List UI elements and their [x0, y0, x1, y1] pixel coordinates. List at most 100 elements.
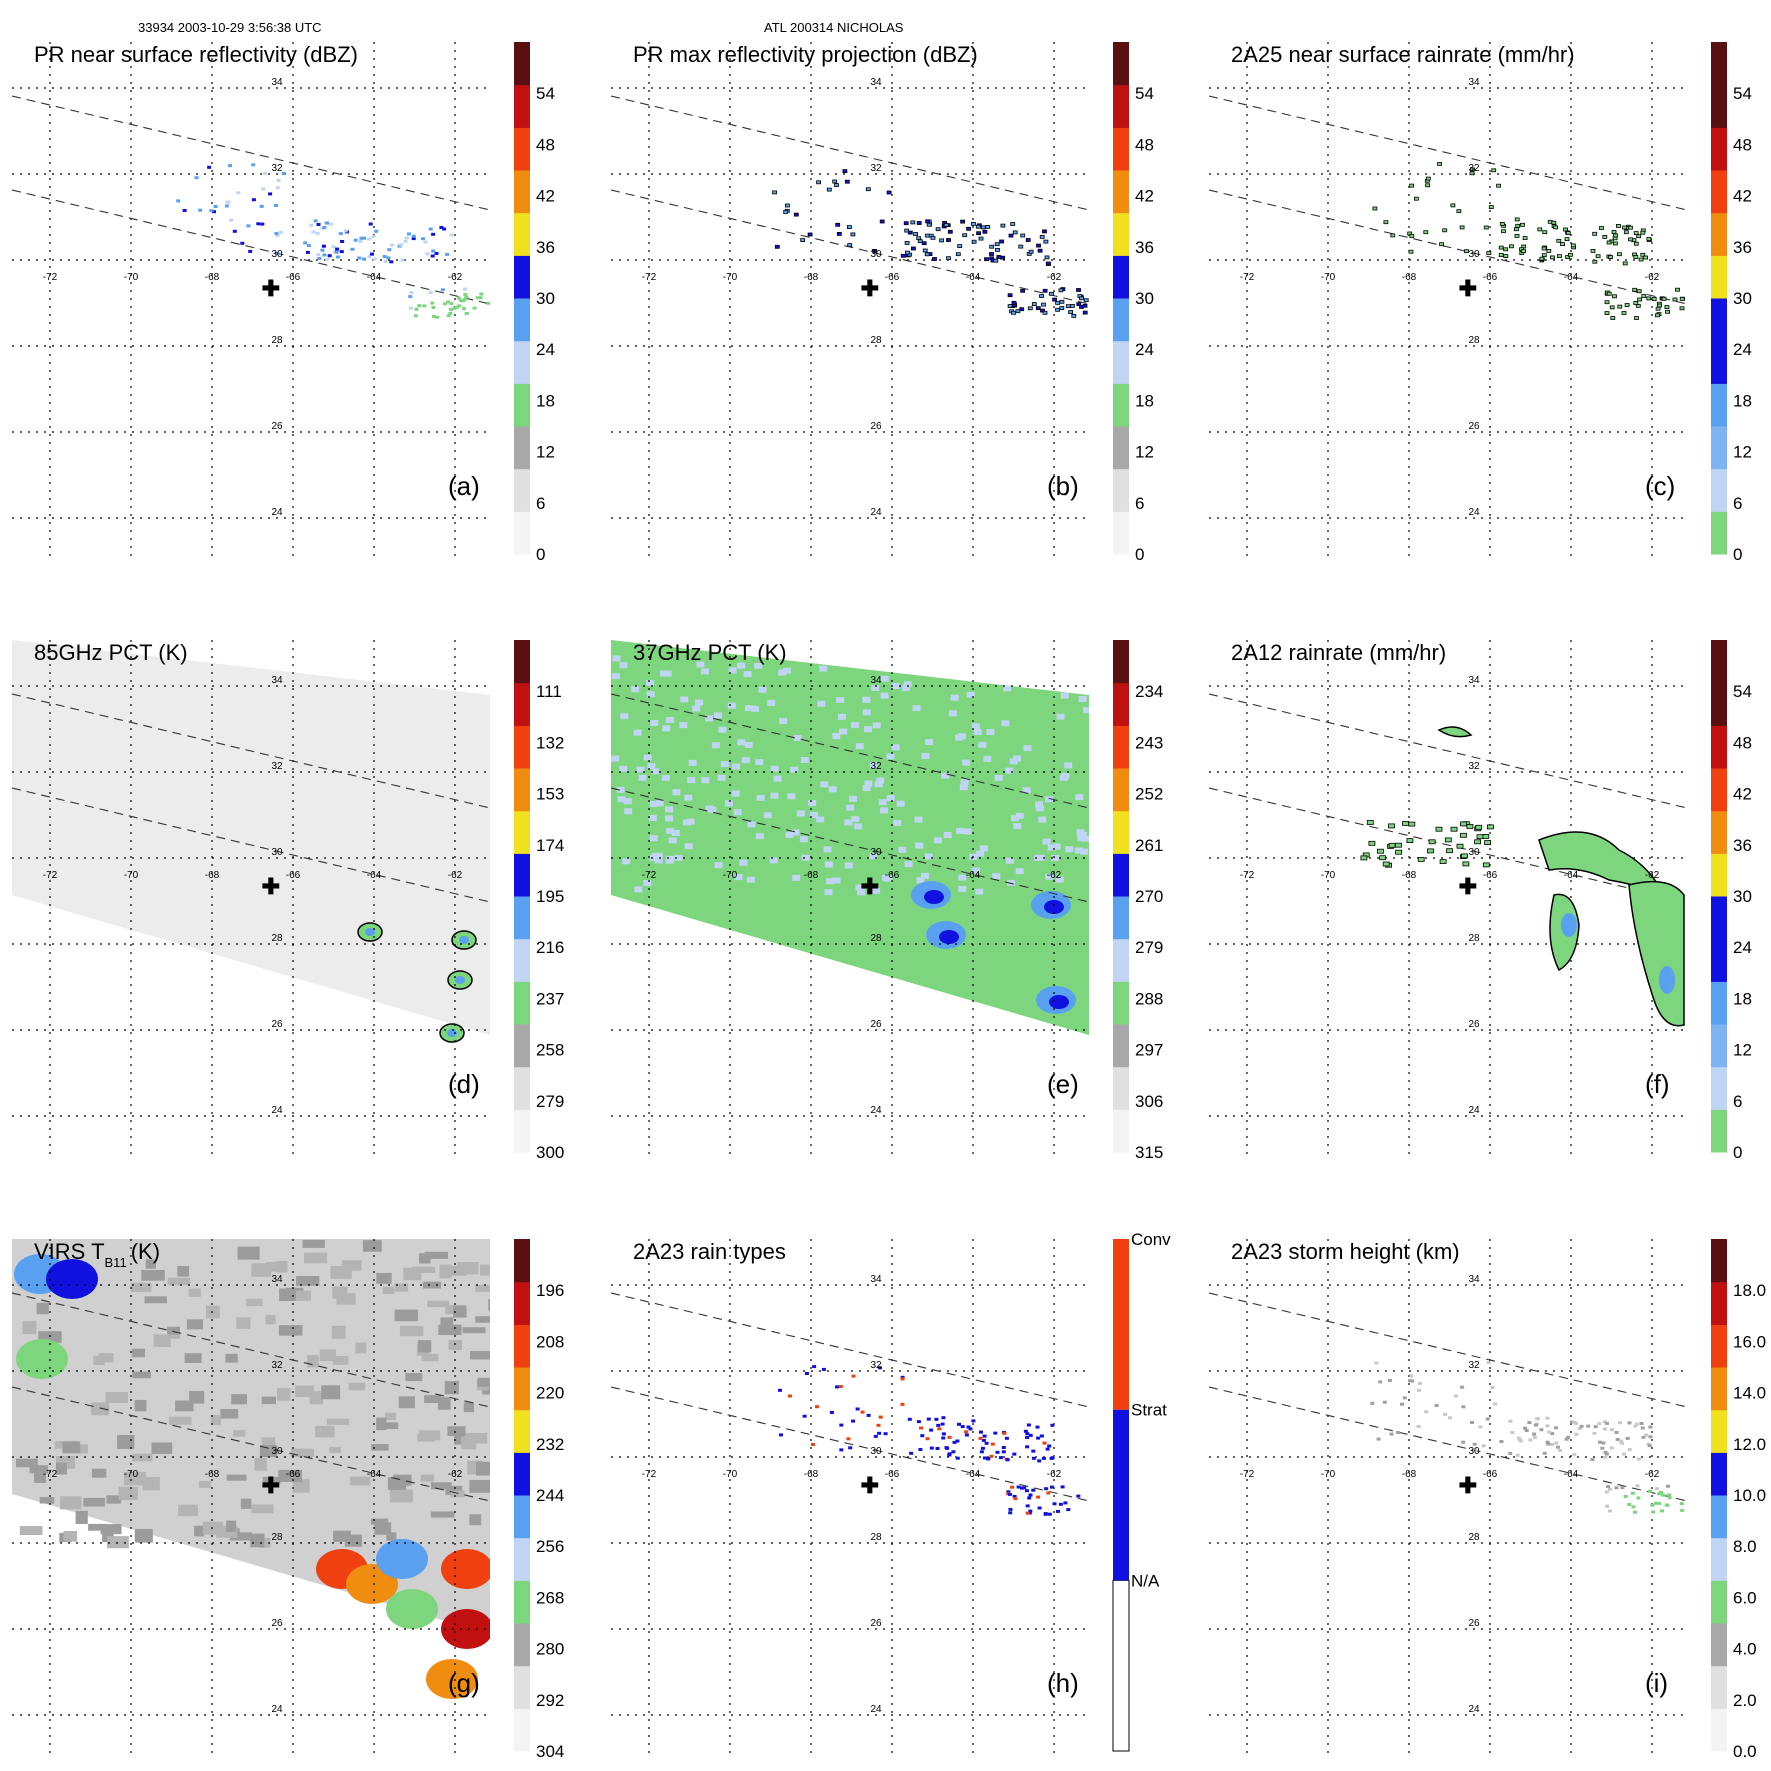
colorbar-g: 304 292 280 268 256 244 232 220 208 196 — [514, 1239, 564, 1761]
pct37-cell — [686, 818, 695, 825]
precip-pixel — [362, 236, 367, 240]
virs-cloud-cell — [38, 1331, 62, 1343]
precip-pixel — [1005, 1458, 1010, 1462]
lon-tick-label: -70 — [124, 870, 139, 881]
colorbar-segment — [1711, 1324, 1727, 1368]
precip-pixel — [916, 236, 922, 241]
colorbar-tick-label: 232 — [536, 1435, 564, 1454]
precip-pixel — [1586, 1424, 1591, 1428]
precip-pixel — [1447, 1416, 1452, 1420]
colorbar-segment — [1711, 42, 1727, 86]
precip-pixel — [413, 314, 418, 318]
precip-pixel — [1513, 227, 1519, 232]
pct37-cell — [979, 845, 988, 852]
precip-pixel — [1047, 1512, 1052, 1516]
colorbar-tick-label: 36 — [1135, 238, 1154, 257]
pct37-cell — [898, 846, 907, 853]
colorbar-tick-label: 42 — [536, 187, 555, 206]
virs-cloud-cell — [169, 1416, 192, 1425]
lon-tick-label: -70 — [124, 272, 139, 283]
pct37-cell — [826, 878, 835, 885]
tmi-rain-pixel — [1376, 848, 1384, 854]
precip-pixel — [900, 1375, 905, 1379]
precip-pixel — [1590, 1458, 1595, 1462]
precip-pixel — [357, 256, 362, 260]
precip-pixel — [989, 252, 994, 256]
pct37-cell — [661, 774, 670, 781]
colorbar-tick-label: 256 — [536, 1537, 564, 1556]
precip-pixel — [835, 1385, 839, 1389]
precip-pixel — [900, 1377, 905, 1381]
pct37-cell — [732, 763, 740, 770]
precip-pixel — [866, 1413, 871, 1417]
precip-pixel — [408, 295, 413, 299]
pct37-core-center — [1049, 995, 1069, 1009]
precip-pixel — [832, 179, 838, 184]
pct37-cell — [1035, 805, 1044, 812]
pct37-cell — [737, 662, 745, 669]
lon-tick-label: -64 — [367, 1469, 382, 1480]
virs-cloud-cell — [186, 1319, 204, 1330]
pct37-cell — [745, 705, 753, 712]
precip-pixel — [947, 229, 953, 234]
virs-cloud-cell — [463, 1402, 475, 1413]
precip-pixel — [425, 252, 430, 256]
colorbar-tick-label: 258 — [536, 1041, 564, 1060]
precip-pixel — [1648, 1489, 1652, 1493]
precip-pixel — [1633, 231, 1639, 236]
pct85-core-center — [447, 1029, 457, 1037]
precip-pixel — [788, 1394, 792, 1398]
precip-pixel — [1634, 316, 1639, 320]
lon-tick-label: -68 — [205, 1469, 220, 1480]
colorbar-tick-label: 0 — [1135, 545, 1144, 564]
colorbar-segment — [1711, 511, 1727, 555]
lat-tick-label: 30 — [1468, 847, 1480, 858]
virs-cloud-cell — [420, 1474, 435, 1482]
virs-cloud-cell — [307, 1354, 319, 1368]
panel-label-a: (a) — [448, 471, 480, 501]
lat-tick-label: 34 — [1468, 675, 1480, 686]
precip-pixel — [1409, 183, 1415, 188]
precip-pixel — [807, 232, 813, 237]
colorbar-tick-label: 36 — [1733, 238, 1752, 257]
pr-swath-edge-north — [12, 693, 490, 809]
pct37-cell — [824, 889, 833, 896]
precip-pixel — [1378, 1380, 1383, 1384]
lon-tick-label: -70 — [723, 272, 738, 283]
precip-pixel — [1460, 1385, 1465, 1389]
precip-pixel — [1546, 1442, 1551, 1446]
precip-pixel — [935, 227, 941, 232]
precip-pixel — [990, 1442, 995, 1446]
precip-pixel — [1617, 1421, 1622, 1425]
pct37-cell — [872, 887, 881, 894]
precip-pixel — [1031, 1488, 1036, 1492]
precip-pixel — [1661, 296, 1667, 301]
precip-pixel — [952, 1440, 957, 1444]
precip-pixel — [317, 257, 322, 260]
precip-pixel — [826, 187, 832, 192]
precip-pixel — [1027, 1511, 1032, 1515]
virs-cloud-cell — [424, 1251, 449, 1259]
virs-cloud-cell — [326, 1418, 350, 1425]
colorbar-tick-label: 54 — [1135, 84, 1154, 103]
colorbar-tick-label: 18 — [1135, 391, 1154, 410]
pct37-cell — [611, 755, 620, 762]
precip-pixel — [213, 205, 218, 208]
precip-pixel — [452, 306, 457, 310]
lon-tick-label: -68 — [804, 870, 819, 881]
storm-center-marker: ✚ — [861, 1473, 879, 1498]
precip-pixel — [1036, 243, 1041, 248]
precip-pixel — [1640, 230, 1646, 235]
colorbar-segment — [514, 468, 530, 512]
pr-swath-edge-north — [611, 1292, 1089, 1408]
lat-tick-label: 30 — [271, 249, 283, 260]
precip-pixel — [834, 183, 839, 188]
pct37-cell — [816, 816, 825, 823]
virs-cloud-cell — [321, 1385, 341, 1400]
precip-pixel — [1456, 209, 1462, 214]
pct37-cell — [651, 768, 660, 775]
precip-pixel — [1617, 304, 1623, 309]
precip-pixel — [941, 1436, 946, 1440]
precip-pixel — [1556, 1445, 1560, 1449]
precip-pixel — [1627, 1421, 1632, 1425]
